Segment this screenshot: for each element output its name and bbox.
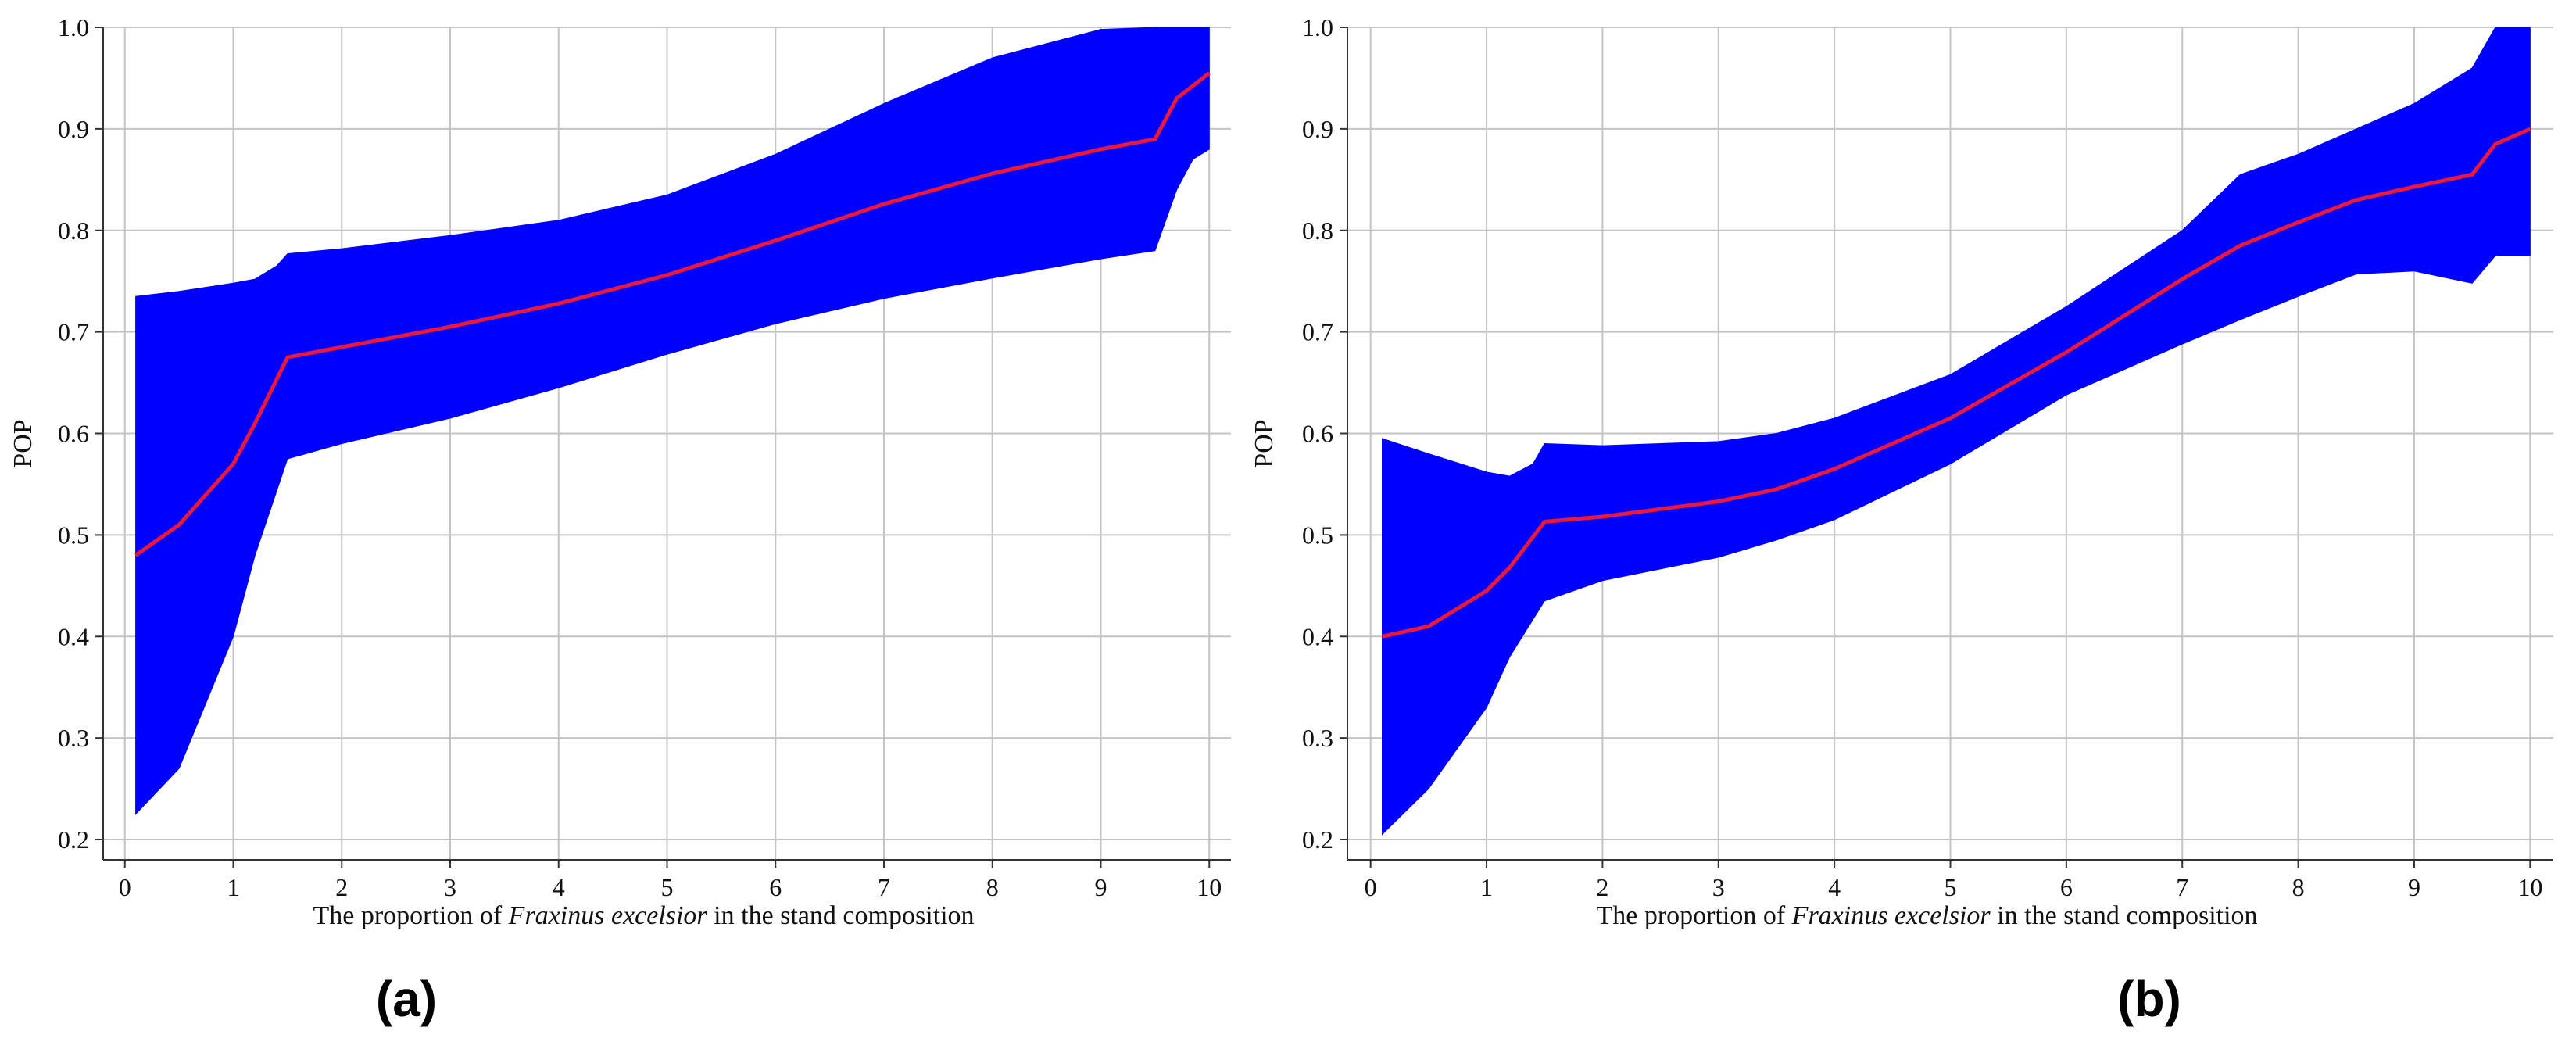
x-axis-label: The proportion of Fraxinus excelsior in … bbox=[1596, 901, 2257, 930]
x-tick-label: 4 bbox=[553, 873, 565, 901]
x-tick-label: 10 bbox=[1197, 873, 1222, 901]
x-axis-label-part: in the stand composition bbox=[1991, 901, 2258, 930]
y-tick-label: 0.5 bbox=[58, 521, 89, 549]
x-tick-label: 4 bbox=[1828, 873, 1841, 901]
y-tick-label: 0.6 bbox=[1302, 420, 1333, 448]
x-tick-label: 2 bbox=[335, 873, 348, 901]
panel-label: (a) bbox=[376, 971, 437, 1027]
mean-line bbox=[1381, 127, 2531, 639]
confidence-band bbox=[1382, 27, 2531, 836]
x-tick-label: 7 bbox=[2176, 873, 2188, 901]
x-tick-label: 3 bbox=[1712, 873, 1725, 901]
x-tick-label: 2 bbox=[1596, 873, 1608, 901]
x-tick-label: 9 bbox=[2408, 873, 2420, 901]
y-tick-label: 0.3 bbox=[58, 724, 89, 752]
chart-panel-a: 0 1 2 3 4 5 6 7 8 9 10 0.2 0.3 0.4 0.5 0.6 0.7 0.8 0.9 1.0 P… bbox=[9, 13, 1231, 1027]
x-tick-label: 7 bbox=[878, 873, 890, 901]
y-axis-label: POP bbox=[9, 419, 38, 467]
confidence-band bbox=[135, 27, 1210, 815]
mean-line bbox=[134, 71, 1211, 557]
y-tick-label: 1.0 bbox=[1302, 13, 1333, 41]
x-axis-label: The proportion of Fraxinus excelsior in … bbox=[313, 901, 974, 930]
x-tick-label: 1 bbox=[1480, 873, 1493, 901]
x-tick-label: 8 bbox=[2292, 873, 2305, 901]
y-tick-label: 0.2 bbox=[58, 825, 89, 854]
y-tick-label: 0.2 bbox=[1302, 825, 1333, 854]
x-axis-label-part: The proportion of bbox=[1596, 901, 1791, 930]
y-tick-label: 0.4 bbox=[1302, 622, 1333, 650]
y-tick-label: 0.5 bbox=[1302, 521, 1333, 549]
panel-label: (b) bbox=[2117, 971, 2181, 1027]
y-tick-label: 0.7 bbox=[58, 318, 89, 346]
x-tick-label: 0 bbox=[1365, 873, 1377, 901]
species-name: Fraxinus excelsior bbox=[508, 901, 708, 930]
x-tick-label: 10 bbox=[2517, 873, 2542, 901]
y-tick-label: 0.9 bbox=[1302, 115, 1333, 143]
y-tick-label: 0.3 bbox=[1302, 724, 1333, 752]
y-tick-label: 1.0 bbox=[58, 13, 89, 41]
x-tick-label: 6 bbox=[2060, 873, 2073, 901]
y-tick-label: 0.6 bbox=[58, 420, 89, 448]
x-tick-label: 3 bbox=[444, 873, 456, 901]
x-tick-label: 9 bbox=[1095, 873, 1107, 901]
x-axis-label-part: in the stand composition bbox=[707, 901, 975, 930]
chart-panel-b: 0 1 2 3 4 5 6 7 8 9 10 0.2 0.3 0.4 0.5 0.6 0.7 0.8 0.9 1.0 P… bbox=[1250, 13, 2553, 1027]
x-tick-label: 5 bbox=[1945, 873, 1957, 901]
x-tick-label: 0 bbox=[119, 873, 131, 901]
x-axis-label-part: The proportion of bbox=[313, 901, 508, 930]
x-tick-label: 1 bbox=[227, 873, 240, 901]
species-name: Fraxinus excelsior bbox=[1791, 901, 1991, 930]
x-tick-label: 5 bbox=[661, 873, 674, 901]
y-tick-label: 0.8 bbox=[58, 217, 89, 245]
x-tick-label: 8 bbox=[986, 873, 999, 901]
y-tick-label: 0.4 bbox=[58, 622, 89, 650]
y-tick-label: 0.8 bbox=[1302, 217, 1333, 245]
y-axis-label: POP bbox=[1250, 419, 1279, 467]
y-tick-label: 0.9 bbox=[58, 115, 89, 143]
y-tick-label: 0.7 bbox=[1302, 318, 1333, 346]
x-tick-label: 6 bbox=[769, 873, 782, 901]
